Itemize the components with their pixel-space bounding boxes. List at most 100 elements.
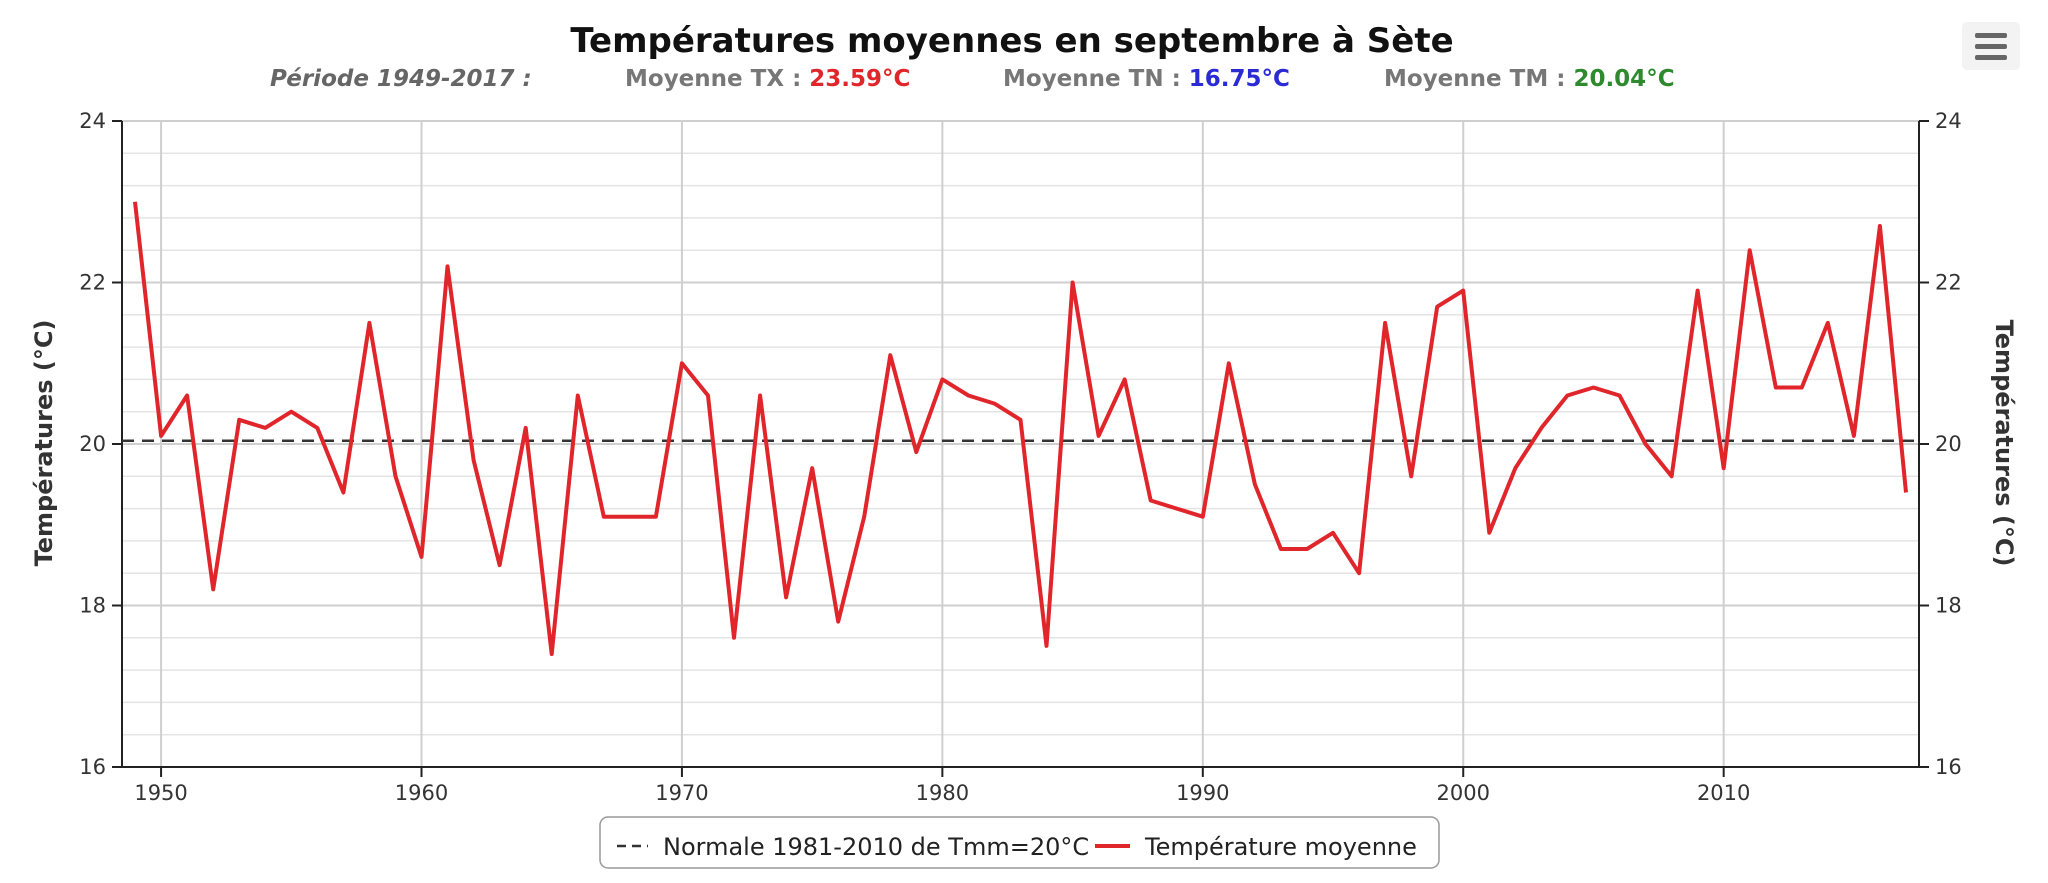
data-point — [498, 563, 502, 567]
y-tick-label-left: 18 — [79, 594, 106, 618]
data-point — [237, 418, 241, 422]
legend: Normale 1981-2010 de Tmm=20°C Températur… — [599, 816, 1440, 869]
data-point — [758, 394, 762, 398]
data-point — [1123, 377, 1127, 381]
data-point — [1565, 394, 1569, 398]
data-point — [784, 595, 788, 599]
data-point — [1774, 385, 1778, 389]
legend-label-mean: Température moyenne — [1144, 833, 1417, 861]
y-tick-label-right: 16 — [1935, 755, 1962, 779]
data-point — [1748, 248, 1752, 252]
grid-lines — [122, 120, 1919, 768]
x-tick-label: 2000 — [1437, 781, 1490, 805]
data-point — [1878, 224, 1882, 228]
legend-item-normal[interactable]: Normale 1981-2010 de Tmm=20°C — [617, 833, 1089, 861]
data-point — [1097, 434, 1101, 438]
data-point — [263, 426, 267, 430]
data-point — [1175, 507, 1179, 511]
data-point — [836, 620, 840, 624]
data-point — [1201, 515, 1205, 519]
data-point — [888, 353, 892, 357]
data-point — [1071, 281, 1075, 285]
data-point — [1644, 442, 1648, 446]
data-point — [914, 450, 918, 454]
tn-label: Moyenne TN : — [1003, 66, 1189, 92]
data-point — [680, 361, 684, 365]
data-point — [628, 515, 632, 519]
data-point — [446, 264, 450, 268]
data-point — [992, 402, 996, 406]
chart-subtitle-tx: Moyenne TX : 23.59°C — [625, 66, 910, 92]
chart-subtitle-period: Période 1949-2017 : — [270, 66, 532, 92]
tx-value: 23.59°C — [809, 66, 910, 92]
data-point — [1904, 490, 1908, 494]
data-point — [940, 377, 944, 381]
data-point — [550, 652, 554, 656]
data-point — [1513, 466, 1517, 470]
x-tick-label: 1950 — [134, 781, 187, 805]
tm-value: 20.04°C — [1573, 66, 1674, 92]
data-point — [1435, 305, 1439, 309]
y-tick-label-right: 18 — [1935, 594, 1962, 618]
data-point — [1149, 499, 1153, 503]
data-point — [1331, 531, 1335, 535]
y-tick-label-left: 16 — [79, 755, 106, 779]
tm-label: Moyenne TM : — [1384, 66, 1573, 92]
data-point — [1227, 361, 1231, 365]
data-point — [472, 458, 476, 462]
y-axis-left-title: Températures (°C) — [30, 320, 58, 567]
data-point — [1696, 289, 1700, 293]
data-point — [420, 555, 424, 559]
x-tick-label: 2010 — [1697, 781, 1750, 805]
data-point — [1722, 466, 1726, 470]
legend-label-normal: Normale 1981-2010 de Tmm=20°C — [663, 833, 1089, 861]
chart-title: Températures moyennes en septembre à Sèt… — [570, 21, 1453, 61]
data-point — [367, 321, 371, 325]
data-point — [1852, 434, 1856, 438]
data-point — [185, 394, 189, 398]
x-axis-ticks: 1950 1960 1970 1980 1990 2000 2010 — [134, 767, 1750, 805]
data-point — [862, 515, 866, 519]
y-axis-right-title: Températures (°C) — [1990, 320, 2018, 567]
data-point — [1591, 385, 1595, 389]
data-point — [159, 434, 163, 438]
data-point — [1618, 394, 1622, 398]
y-axis-right-ticks: 16 18 20 22 24 — [1919, 109, 1962, 779]
x-tick-label: 1960 — [395, 781, 448, 805]
data-point — [966, 394, 970, 398]
y-tick-label-right: 20 — [1935, 432, 1962, 456]
data-point — [133, 200, 137, 204]
y-tick-label-left: 24 — [79, 109, 106, 133]
y-tick-label-left: 22 — [79, 271, 106, 295]
x-tick-label: 1990 — [1176, 781, 1229, 805]
hamburger-menu-icon[interactable] — [1962, 22, 2020, 70]
mean-temperature-line — [133, 201, 1908, 656]
data-point — [1279, 547, 1283, 551]
data-point — [1019, 418, 1023, 422]
data-point — [732, 636, 736, 640]
data-point — [706, 394, 710, 398]
data-point — [1357, 571, 1361, 575]
chart-subtitle-tn: Moyenne TN : 16.75°C — [1003, 66, 1290, 92]
data-point — [1487, 531, 1491, 535]
data-point — [1800, 385, 1804, 389]
y-tick-label-right: 22 — [1935, 271, 1962, 295]
tn-value: 16.75°C — [1189, 66, 1290, 92]
data-point — [315, 426, 319, 430]
data-point — [1253, 482, 1257, 486]
legend-box — [599, 816, 1440, 869]
data-point — [289, 410, 293, 414]
x-tick-label: 1980 — [916, 781, 969, 805]
data-point — [211, 587, 215, 591]
data-point — [1670, 474, 1674, 478]
data-point — [1461, 289, 1465, 293]
y-axis-left-ticks: 16 18 20 22 24 — [79, 109, 122, 779]
data-point — [576, 394, 580, 398]
legend-item-mean[interactable]: Température moyenne — [1095, 833, 1417, 861]
data-point — [602, 515, 606, 519]
data-point — [1539, 426, 1543, 430]
data-point — [341, 490, 345, 494]
series-group — [122, 200, 1919, 656]
